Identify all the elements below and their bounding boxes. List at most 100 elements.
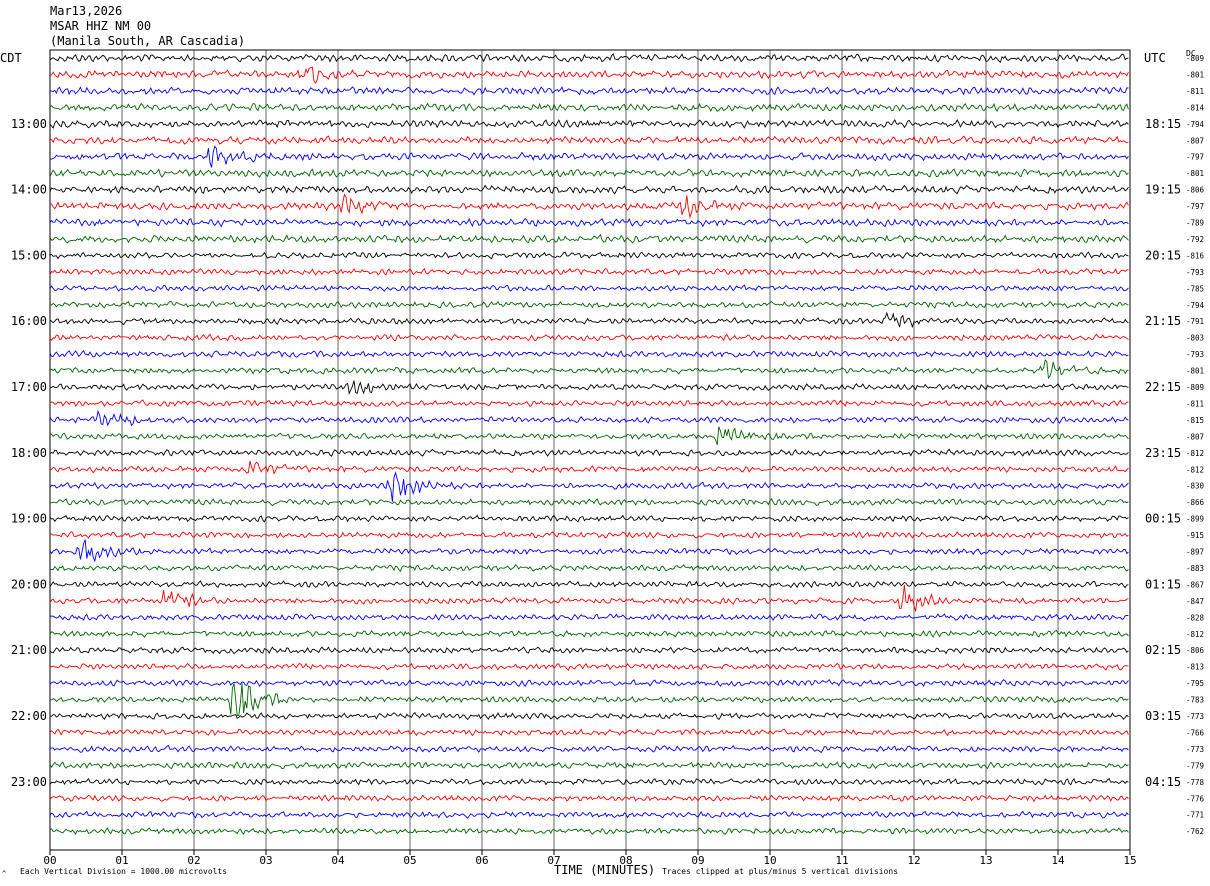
dc-offset-label: -816 xyxy=(1186,251,1205,260)
x-tick-label: 06 xyxy=(475,854,488,867)
dc-offset-label: -801 xyxy=(1186,70,1204,79)
seismic-trace xyxy=(49,761,1129,770)
dc-offset-label: -797 xyxy=(1186,202,1204,211)
dc-offset-label: -801 xyxy=(1186,367,1204,376)
left-hour-label: 19:00 xyxy=(11,512,47,526)
x-tick-label: 07 xyxy=(547,854,560,867)
seismic-trace xyxy=(49,86,1129,96)
seismic-trace xyxy=(49,184,1129,195)
left-hour-label: 21:00 xyxy=(11,643,47,657)
left-timezone-label: CDT xyxy=(0,51,22,65)
seismic-trace xyxy=(49,580,1129,589)
seismic-trace xyxy=(49,728,1129,737)
header-station: MSAR HHZ NM 00 xyxy=(50,19,152,33)
scale-note: Each Vertical Division = 1000.00 microvo… xyxy=(20,867,228,876)
x-tick-label: 03 xyxy=(259,854,272,867)
left-hour-label: 23:00 xyxy=(11,775,47,789)
right-timezone-label: UTC xyxy=(1144,51,1166,65)
plot-frame xyxy=(49,49,1131,851)
seismic-trace xyxy=(49,350,1129,358)
dc-offset-label: -773 xyxy=(1186,745,1204,754)
dc-offset-label: -773 xyxy=(1186,712,1204,721)
dc-offset-label: -811 xyxy=(1186,87,1204,96)
seismic-trace xyxy=(49,646,1129,655)
dc-offset-label: -830 xyxy=(1186,482,1205,491)
seismic-trace xyxy=(49,564,1129,573)
seismic-trace xyxy=(49,118,1129,129)
dc-offset-label: -883 xyxy=(1186,564,1204,573)
seismic-trace xyxy=(49,359,1129,380)
dc-offset-label: -762 xyxy=(1186,827,1204,836)
dc-offset-label: -791 xyxy=(1186,317,1204,326)
dc-offset-label: -789 xyxy=(1186,219,1204,228)
left-hour-label: 22:00 xyxy=(11,709,47,723)
dc-offset-label: -771 xyxy=(1186,811,1204,820)
dc-offset-label: -803 xyxy=(1186,334,1204,343)
x-tick-label: 13 xyxy=(979,854,992,867)
dc-offset-label: -792 xyxy=(1186,235,1204,244)
dc-offset-label: -795 xyxy=(1186,679,1204,688)
x-tick-label: 01 xyxy=(115,854,128,867)
seismic-trace xyxy=(49,284,1129,292)
dc-offset-label: -809 xyxy=(1186,54,1204,63)
x-tick-label: 12 xyxy=(907,854,920,867)
dc-offset-label: -815 xyxy=(1186,416,1204,425)
dc-offset-label: -776 xyxy=(1186,794,1205,803)
left-hour-label: 13:00 xyxy=(11,117,47,131)
seismic-trace xyxy=(49,629,1129,638)
seismic-trace xyxy=(49,409,1129,427)
right-hour-label: 22:15 xyxy=(1145,380,1181,394)
seismic-trace xyxy=(49,827,1129,835)
x-tick-label: 00 xyxy=(43,854,56,867)
x-tick-label: 09 xyxy=(691,854,704,867)
dc-offset-label: -915 xyxy=(1186,531,1204,540)
dc-offset-label: -793 xyxy=(1186,350,1204,359)
clip-note: Traces clipped at plus/minus 5 vertical … xyxy=(662,867,899,876)
x-tick-label: 14 xyxy=(1051,854,1065,867)
corner-mark: ^ xyxy=(2,870,7,878)
dc-offset-label: -797 xyxy=(1186,153,1204,162)
right-hour-label: 19:15 xyxy=(1145,183,1181,197)
seismic-trace xyxy=(49,794,1129,803)
dc-offset-label: -783 xyxy=(1186,696,1204,705)
left-hour-label: 17:00 xyxy=(11,380,47,394)
left-hour-label: 14:00 xyxy=(11,183,47,197)
dc-offset-label: -867 xyxy=(1186,580,1204,589)
left-hour-label: 20:00 xyxy=(11,577,47,591)
seismic-trace xyxy=(49,777,1129,786)
dc-offset-label: -899 xyxy=(1186,515,1204,524)
x-tick-label: 11 xyxy=(835,854,848,867)
x-tick-label: 02 xyxy=(187,854,200,867)
seismic-trace xyxy=(49,744,1129,754)
dc-offset-label: -814 xyxy=(1186,103,1205,112)
seismic-trace xyxy=(49,333,1129,342)
seismic-trace xyxy=(49,311,1129,329)
x-tick-label: 04 xyxy=(331,854,345,867)
left-hour-label: 15:00 xyxy=(11,248,47,262)
right-hour-label: 03:15 xyxy=(1145,709,1181,723)
dc-offset-label: -812 xyxy=(1186,465,1204,474)
x-tick-label: 05 xyxy=(403,854,416,867)
header-date: Mar13,2026 xyxy=(50,4,123,18)
seismic-trace xyxy=(49,448,1129,457)
seismic-trace xyxy=(49,426,1129,446)
seismic-trace xyxy=(49,810,1129,819)
right-hour-label: 18:15 xyxy=(1145,117,1181,131)
x-axis-title: TIME (MINUTES) xyxy=(554,863,656,877)
x-tick-label: 08 xyxy=(619,854,632,867)
seismic-trace xyxy=(49,471,1129,502)
dc-offset-label: -778 xyxy=(1186,778,1205,787)
dc-offset-label: -779 xyxy=(1186,761,1204,770)
dc-offset-label: -785 xyxy=(1186,284,1204,293)
dc-offset-label: -847 xyxy=(1186,597,1204,606)
seismic-trace xyxy=(49,662,1129,671)
x-tick-label: 10 xyxy=(763,854,776,867)
right-hour-label: 02:15 xyxy=(1145,643,1181,657)
seismic-trace xyxy=(49,145,1129,168)
seismic-trace xyxy=(49,683,1129,716)
right-hour-label: 23:15 xyxy=(1145,446,1181,460)
seismic-trace xyxy=(49,233,1129,244)
dc-offset-label: -866 xyxy=(1186,498,1205,507)
seismic-trace xyxy=(49,678,1129,688)
